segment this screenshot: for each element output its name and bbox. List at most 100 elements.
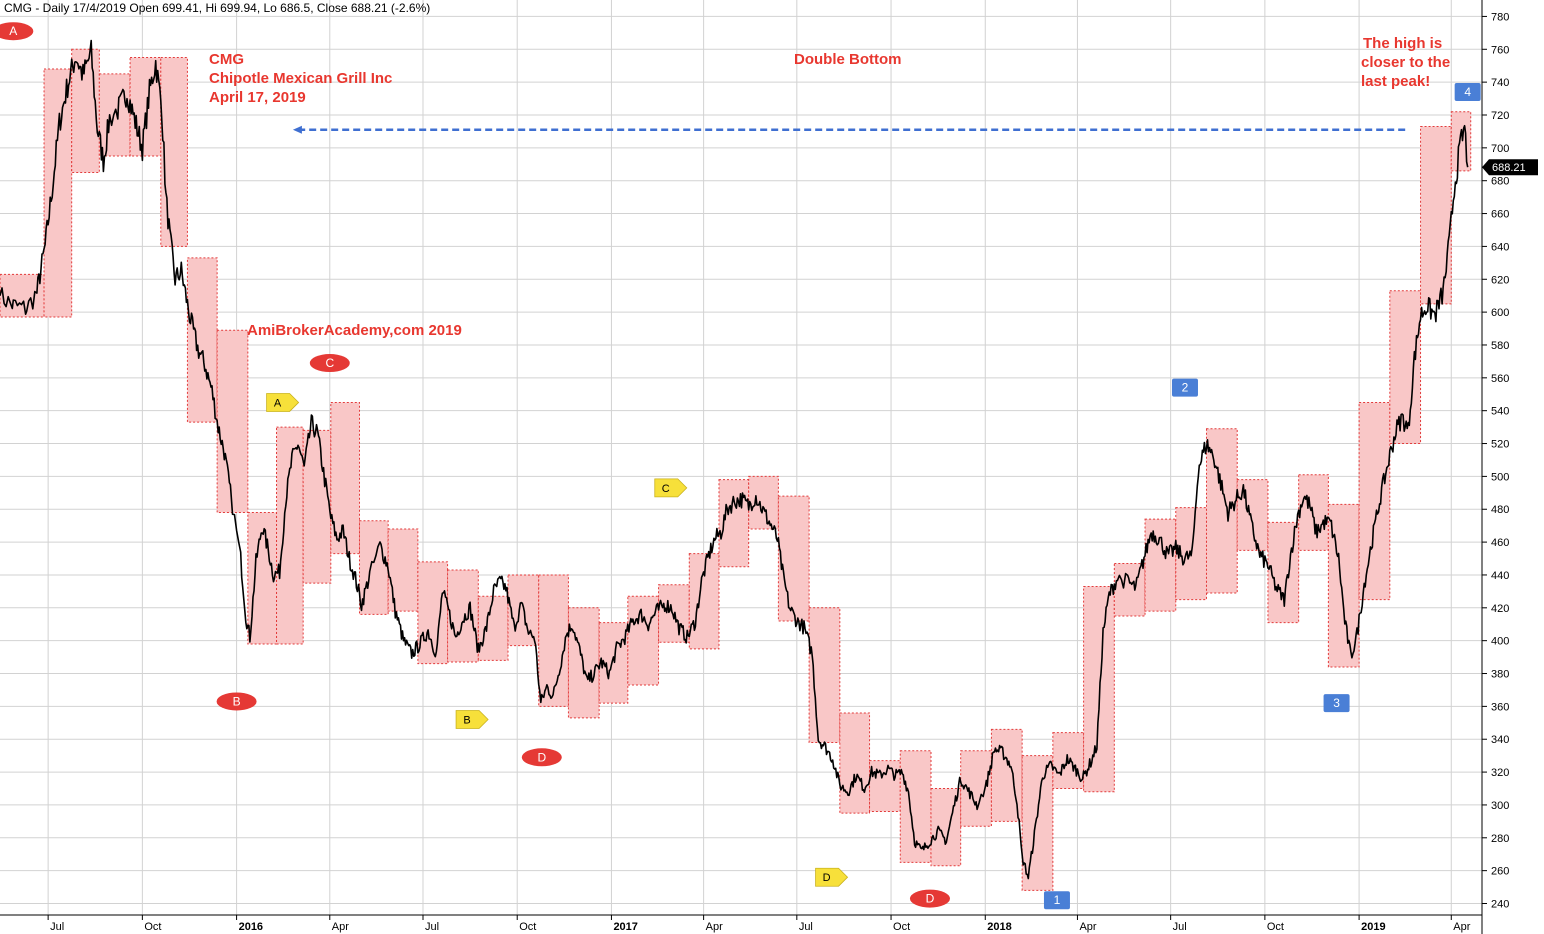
square-marker-label: 2 xyxy=(1182,381,1189,395)
y-tick-label: 780 xyxy=(1491,11,1509,23)
y-tick-label: 720 xyxy=(1491,110,1509,122)
y-tick-label: 340 xyxy=(1491,734,1509,746)
tag-marker xyxy=(654,478,688,498)
note-line-2: closer to the xyxy=(1361,54,1450,71)
square-marker-label: 4 xyxy=(1464,85,1471,99)
x-tick-label: Apr xyxy=(1453,921,1470,933)
y-tick-label: 620 xyxy=(1491,274,1509,286)
range-box xyxy=(748,475,779,530)
range-box xyxy=(1205,428,1238,594)
price-axis-ticks: 240 260 280 300 320 340 360 380 400 420 440 460 480 5… xyxy=(1482,11,1509,911)
x-tick-label: Jul xyxy=(50,921,64,933)
reference-arrow xyxy=(292,125,1406,134)
range-box xyxy=(839,712,871,814)
tag-marker xyxy=(266,393,300,412)
last-price-box xyxy=(1482,159,1538,176)
y-tick-label: 540 xyxy=(1491,406,1509,418)
square-marker xyxy=(1454,82,1481,101)
square-marker xyxy=(1323,694,1350,713)
y-tick-label: 560 xyxy=(1491,373,1509,385)
x-tick-label: Apr xyxy=(706,921,723,933)
pill-marker-label: C xyxy=(325,356,334,370)
range-box xyxy=(538,574,569,707)
x-tick-label: Oct xyxy=(519,921,536,933)
y-tick-label: 480 xyxy=(1491,504,1509,516)
square-marker-label: 3 xyxy=(1333,696,1340,710)
note-line-1: The high is xyxy=(1363,35,1442,52)
pill-marker xyxy=(909,889,950,908)
range-box xyxy=(777,495,810,622)
y-tick-label: 700 xyxy=(1491,143,1509,155)
y-tick-label: 580 xyxy=(1491,340,1509,352)
x-tick-label: 2019 xyxy=(1361,921,1385,933)
tag-marker-label: B xyxy=(463,715,470,727)
y-tick-label: 400 xyxy=(1491,636,1509,648)
y-tick-label: 260 xyxy=(1491,866,1509,878)
y-tick-label: 420 xyxy=(1491,603,1509,615)
y-tick-label: 600 xyxy=(1491,307,1509,319)
tag-marker xyxy=(815,867,849,887)
range-box xyxy=(1083,585,1115,793)
y-tick-label: 280 xyxy=(1491,833,1509,845)
y-tick-label: 240 xyxy=(1491,899,1509,911)
range-box xyxy=(1113,562,1146,617)
x-tick-label: 2018 xyxy=(987,921,1011,933)
range-box xyxy=(1144,518,1177,612)
range-box xyxy=(1420,125,1452,305)
range-box xyxy=(1389,290,1422,445)
range-box xyxy=(1450,111,1472,172)
y-tick-label: 300 xyxy=(1491,800,1509,812)
pill-marker-label: D xyxy=(537,750,546,764)
time-axis-ticks: Jul Oct 2016 Apr Jul Oct 2017 Apr Jul Oct 2018 Apr J… xyxy=(47,915,1471,933)
y-tick-label: 640 xyxy=(1491,241,1509,253)
note-line-3: last peak! xyxy=(1361,73,1430,90)
range-box xyxy=(960,750,992,827)
title-line-1: CMG xyxy=(209,51,244,68)
range-box xyxy=(247,512,278,645)
range-box xyxy=(688,553,720,650)
range-box xyxy=(160,56,188,247)
y-tick-label: 360 xyxy=(1491,701,1509,713)
x-tick-label: 2017 xyxy=(613,921,637,933)
y-tick-label: 460 xyxy=(1491,537,1509,549)
range-box xyxy=(43,68,73,318)
pill-marker xyxy=(0,22,34,41)
x-tick-label: Oct xyxy=(1267,921,1284,933)
y-tick-label: 440 xyxy=(1491,570,1509,582)
x-tick-label: Apr xyxy=(1079,921,1096,933)
y-tick-label: 520 xyxy=(1491,439,1509,451)
range-box xyxy=(302,429,332,584)
range-box xyxy=(447,569,479,663)
range-box xyxy=(98,73,131,157)
y-tick-label: 740 xyxy=(1491,77,1509,89)
range-box xyxy=(71,48,100,173)
arrow-head xyxy=(292,125,302,134)
range-box xyxy=(1298,474,1329,551)
x-tick-label: 2016 xyxy=(239,921,263,933)
range-box xyxy=(627,595,660,686)
last-price-marker: 688.21 xyxy=(1482,159,1538,176)
square-marker xyxy=(1171,378,1198,397)
pill-marker-label: B xyxy=(233,694,241,708)
last-price-label: 688.21 xyxy=(1492,162,1526,174)
pill-marker xyxy=(521,748,562,767)
price-line xyxy=(0,39,1469,880)
tag-marker-label: A xyxy=(274,397,282,409)
pill-marker-label: D xyxy=(926,892,935,906)
x-tick-label: Jul xyxy=(425,921,439,933)
range-box xyxy=(1021,755,1054,891)
pill-marker xyxy=(309,354,350,373)
y-tick-label: 320 xyxy=(1491,767,1509,779)
range-box xyxy=(216,329,249,514)
price-series xyxy=(0,39,1469,880)
y-tick-label: 680 xyxy=(1491,176,1509,188)
range-box xyxy=(276,426,304,645)
range-box xyxy=(567,607,600,719)
y-tick-label: 760 xyxy=(1491,44,1509,56)
range-box xyxy=(869,760,901,813)
x-tick-label: Oct xyxy=(144,921,161,933)
square-marker xyxy=(1043,891,1070,910)
title-line-2: Chipotle Mexican Grill Inc xyxy=(209,70,392,87)
range-box xyxy=(507,574,540,647)
